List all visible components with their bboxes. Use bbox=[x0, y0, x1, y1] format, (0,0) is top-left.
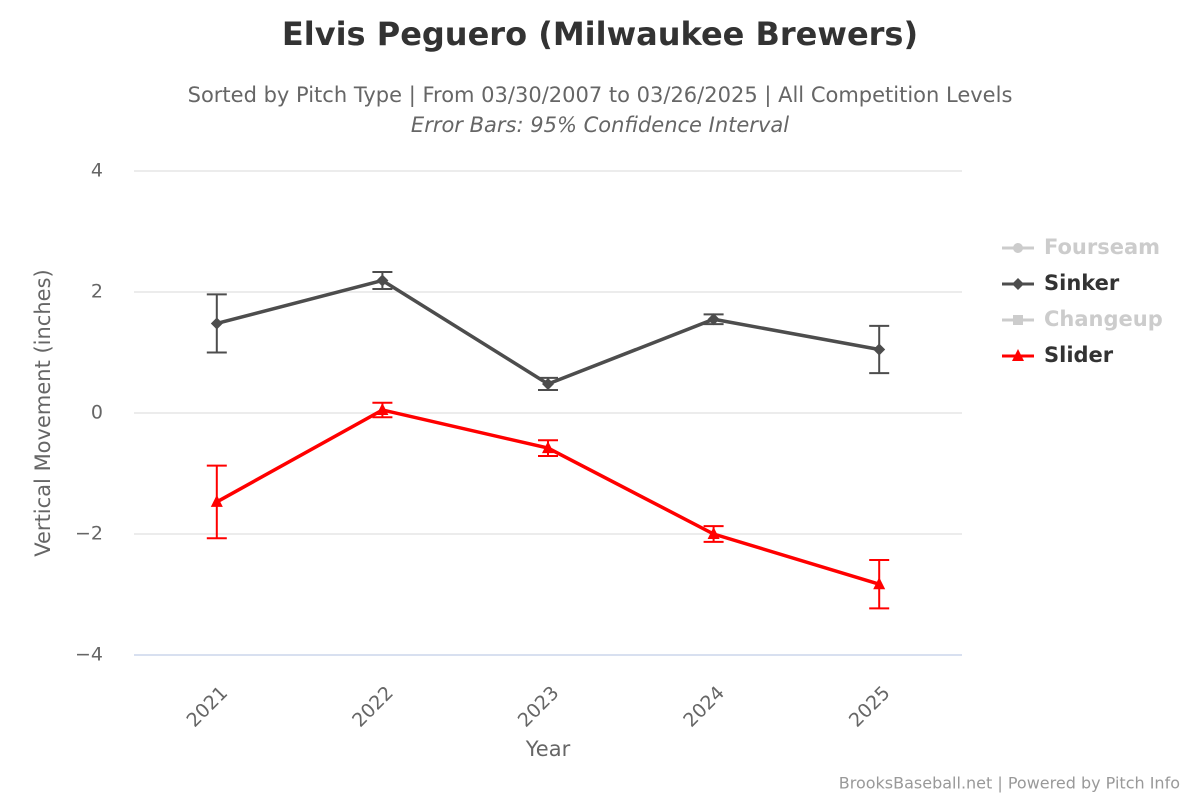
legend-marker bbox=[1012, 278, 1024, 290]
legend-marker bbox=[1013, 243, 1023, 253]
marker bbox=[376, 274, 389, 287]
x-tick-label: 2024 bbox=[679, 682, 729, 732]
chart-subtitle: Sorted by Pitch Type | From 03/30/2007 t… bbox=[188, 83, 1013, 108]
chart-title: Elvis Peguero (Milwaukee Brewers) bbox=[282, 15, 918, 53]
x-axis-label: Year bbox=[525, 737, 571, 761]
marker bbox=[707, 313, 720, 326]
y-tick-label: 0 bbox=[91, 402, 103, 424]
marker bbox=[707, 527, 720, 539]
chart-subtitle-2: Error Bars: 95% Confidence Interval bbox=[411, 113, 789, 137]
y-tick-label: −2 bbox=[75, 523, 103, 545]
x-tick-label: 2025 bbox=[845, 682, 895, 732]
legend-label: Sinker bbox=[1044, 271, 1120, 295]
y-tick-label: 4 bbox=[91, 160, 103, 182]
y-tick-label: 2 bbox=[91, 281, 103, 303]
x-tick-label: 2021 bbox=[182, 682, 232, 732]
series-line bbox=[216, 278, 880, 386]
marker bbox=[873, 577, 886, 590]
legend-label: Fourseam bbox=[1044, 235, 1160, 259]
series-line bbox=[215, 408, 880, 586]
y-tick-label: −4 bbox=[75, 644, 103, 666]
x-tick-label: 2022 bbox=[348, 682, 398, 732]
legend-label: Slider bbox=[1044, 343, 1114, 367]
credits: BrooksBaseball.net | Powered by Pitch In… bbox=[839, 774, 1180, 793]
x-tick-label: 2023 bbox=[514, 682, 564, 732]
marker bbox=[542, 377, 554, 390]
marker bbox=[542, 441, 554, 454]
y-axis-label: Vertical Movement (inches) bbox=[31, 269, 55, 556]
marker bbox=[210, 317, 223, 330]
legend-label: Changeup bbox=[1044, 307, 1163, 331]
marker bbox=[376, 402, 389, 415]
legend-marker bbox=[1012, 349, 1024, 361]
marker bbox=[210, 494, 223, 507]
marker bbox=[873, 343, 886, 356]
legend-marker bbox=[1013, 315, 1023, 325]
